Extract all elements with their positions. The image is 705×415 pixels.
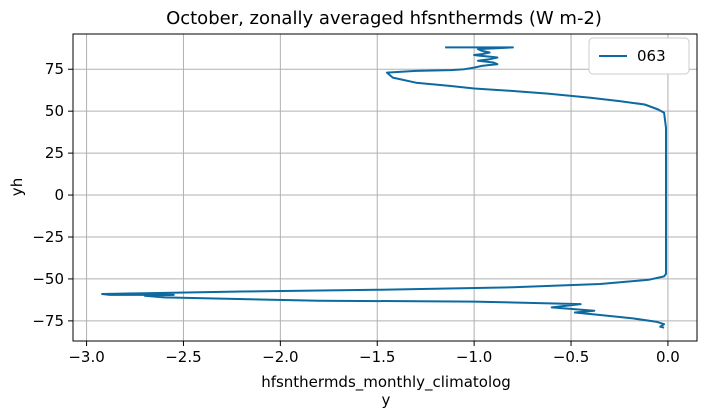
series-line-063 (101, 46, 667, 329)
legend-box (588, 37, 690, 75)
y-axis-label: yh (8, 178, 26, 196)
y-tick-label: 50 (45, 102, 64, 120)
chart-title: October, zonally averaged hfsnthermds (W… (166, 8, 602, 29)
x-tick-label: −2.0 (262, 348, 298, 366)
y-tick-label: 0 (54, 186, 64, 204)
axis-ticks: −3.0 −2.5 −2.0 −1.5 −1.0 −0.5 0.0 −75 −50 −25 0 25 5… (32, 60, 680, 366)
x-axis-label-line-1: hfsnthermds_monthly_climatolog (261, 373, 511, 392)
x-tick-label: 0.0 (656, 348, 680, 366)
y-tick-label: 75 (45, 60, 64, 78)
y-tick-label: −25 (32, 228, 64, 246)
y-tick-label: −50 (32, 270, 64, 288)
y-tick-label: 25 (45, 144, 64, 162)
x-axis-label-line-2: y (382, 391, 391, 409)
y-tick-label: −75 (32, 312, 64, 330)
x-tick-label: −1.0 (456, 348, 492, 366)
series-lines (101, 46, 667, 329)
legend-label-063: 063 (637, 47, 666, 65)
x-tick-label: −0.5 (553, 348, 589, 366)
x-tick-label: −1.5 (359, 348, 395, 366)
grid-lines (73, 34, 697, 341)
legend: 063 (588, 37, 690, 75)
plot-frame (72, 33, 698, 342)
x-tick-label: −2.5 (165, 348, 201, 366)
x-tick-label: −3.0 (68, 348, 104, 366)
